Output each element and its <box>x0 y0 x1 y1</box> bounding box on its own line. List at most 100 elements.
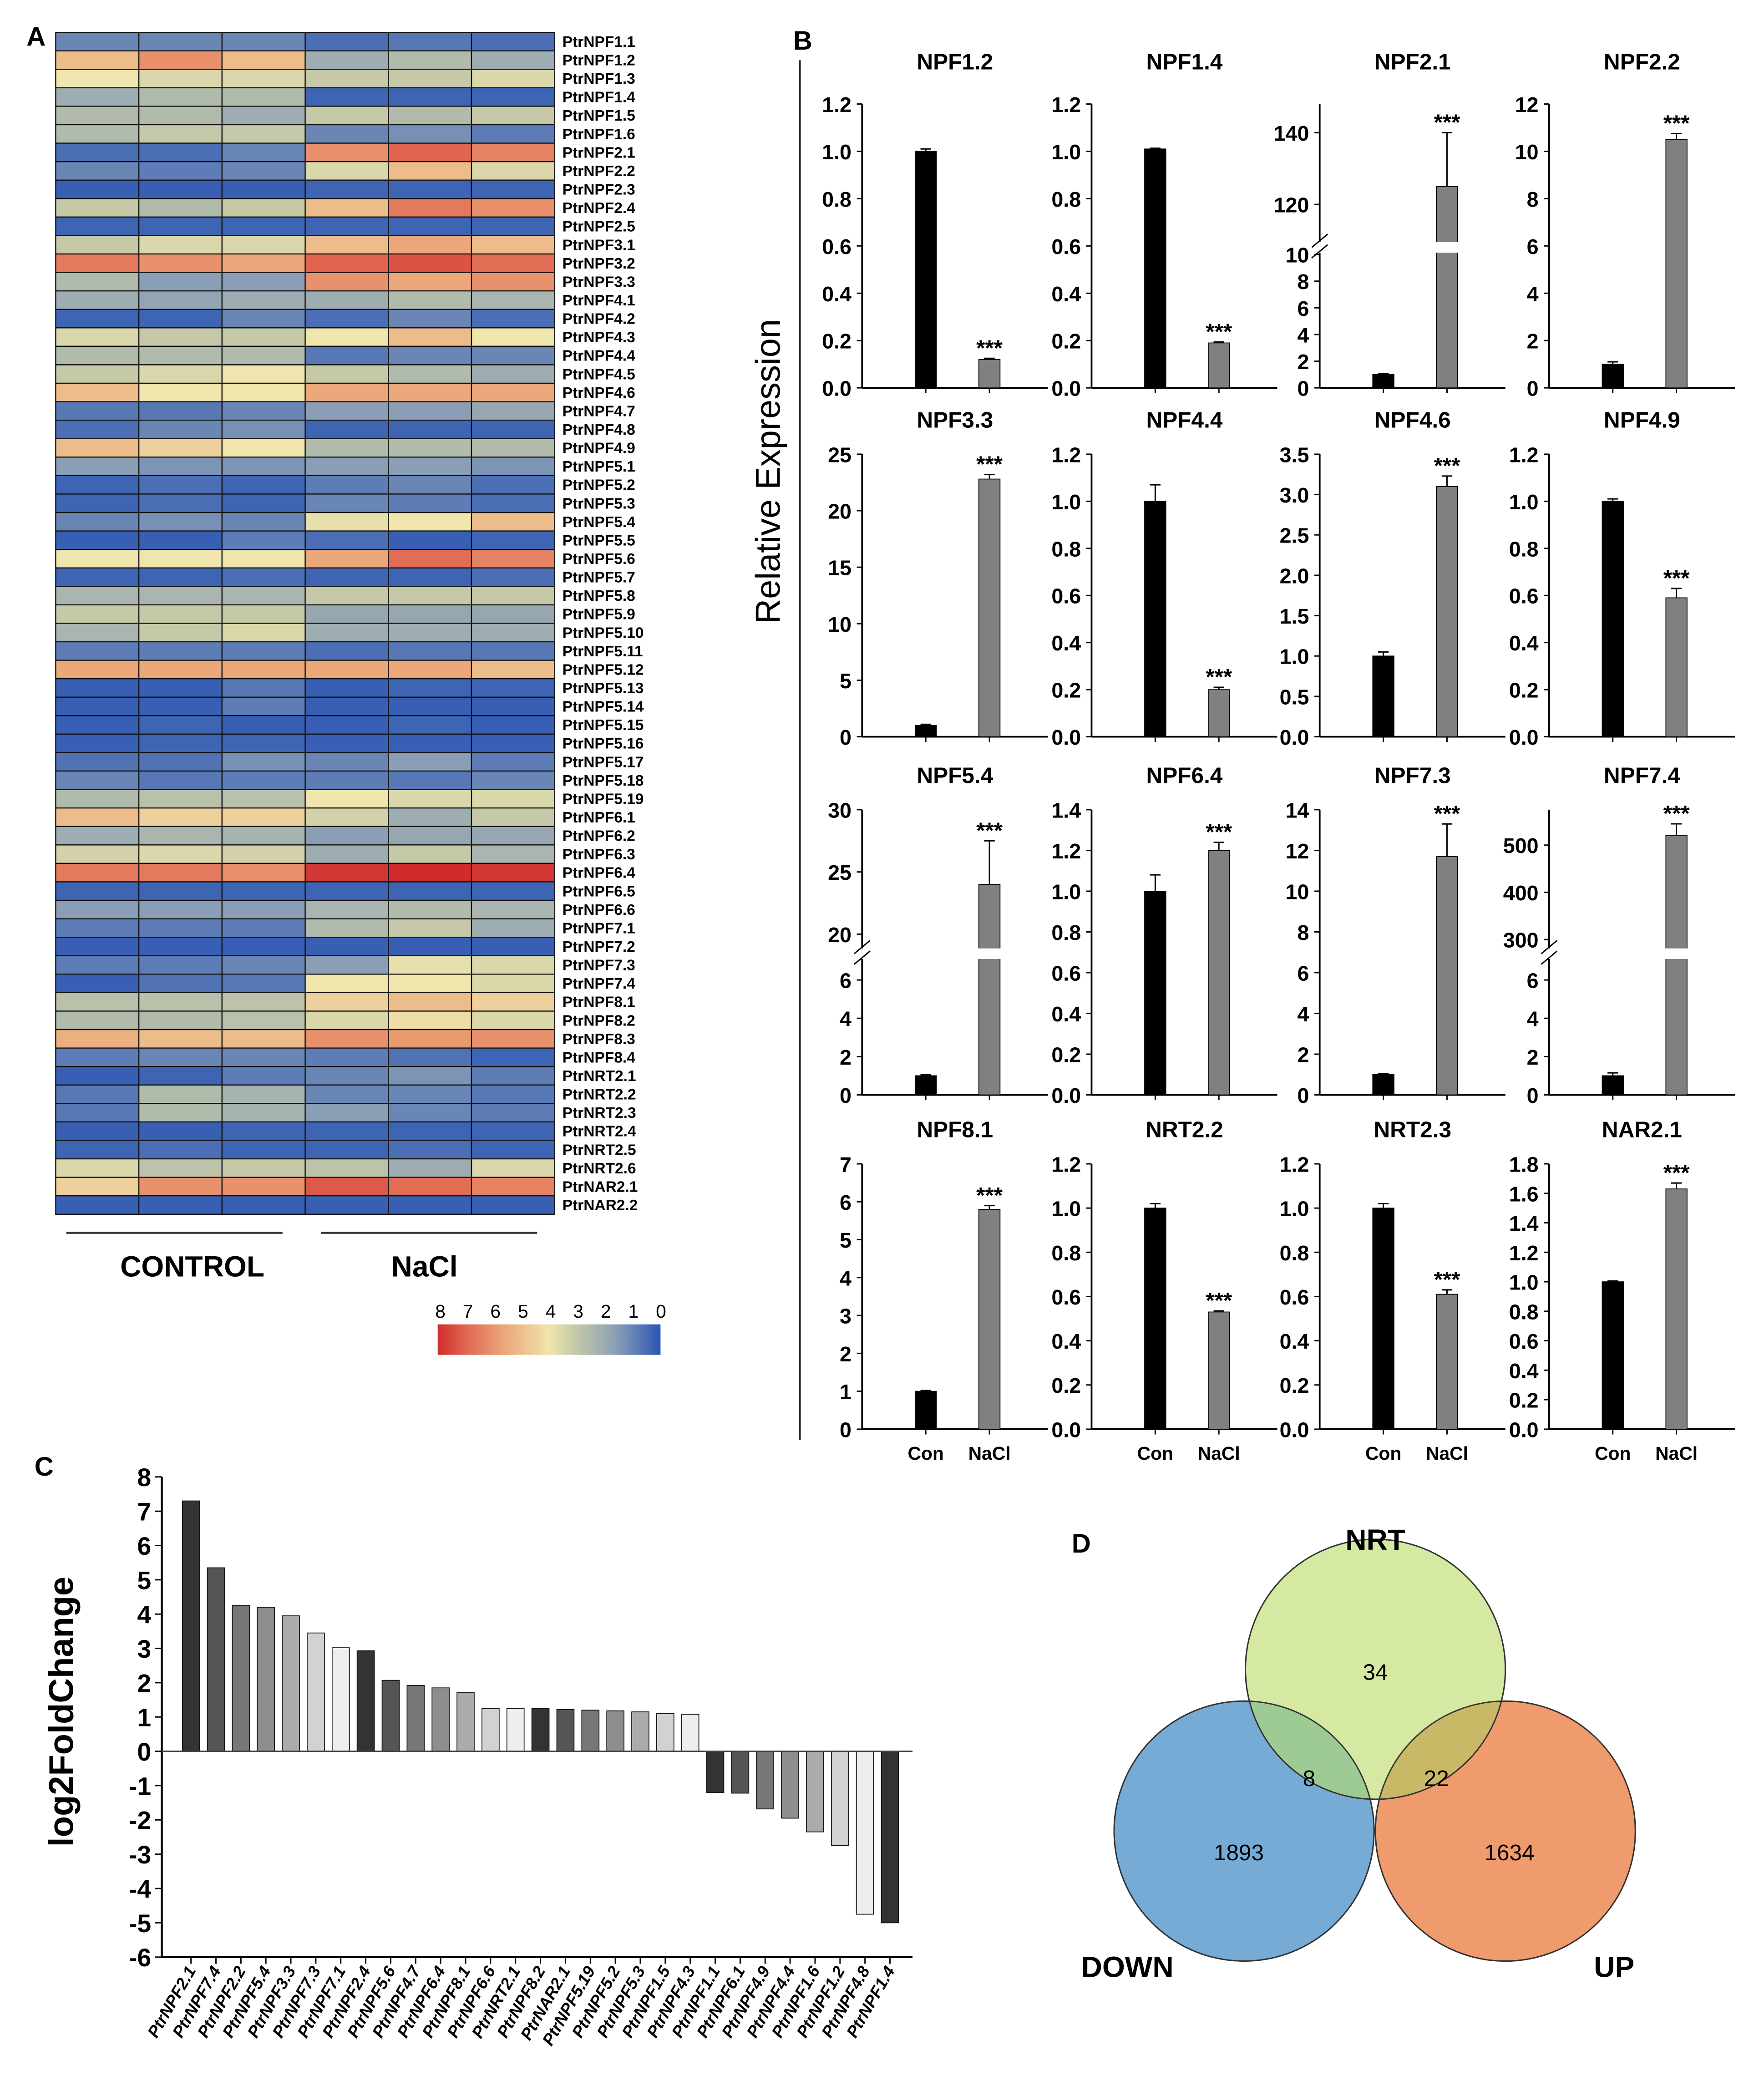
heatmap-cell <box>304 1047 389 1067</box>
y-tick-label: 0.6 <box>1051 1285 1081 1309</box>
heatmap-cell <box>221 401 306 421</box>
heatmap-cell <box>304 512 389 532</box>
subplot-title: NPF2.1 <box>1374 50 1451 75</box>
heatmap-cell <box>221 844 306 864</box>
y-tick-label: 0.6 <box>1051 235 1081 259</box>
heatmap-cell <box>138 235 223 255</box>
heatmap-cell <box>221 881 306 901</box>
bar-nacl <box>1665 597 1688 737</box>
x-tick-label: Con <box>1365 1443 1401 1464</box>
heatmap-cell <box>304 1066 389 1086</box>
heatmap-cell <box>138 438 223 458</box>
heatmap-cells <box>55 31 555 1215</box>
heatmap-cell <box>138 309 223 329</box>
heatmap-cell <box>55 1047 140 1067</box>
significance-mark: *** <box>1206 665 1232 690</box>
heatmap-cell <box>471 807 555 827</box>
heatmap-cell <box>388 604 472 624</box>
heatmap-cell <box>221 493 306 513</box>
axis-break-mark <box>1541 940 1558 954</box>
heatmap-cell <box>138 142 223 162</box>
heatmap-cell <box>55 382 140 402</box>
heatmap-cell <box>304 752 389 772</box>
heatmap-row-label: PtrNPF7.1 <box>563 920 635 937</box>
subplot-npf4-6: NPF4.6 0.0 0.5 1.0 1.5 2.0 2.5 3.0 3.5 *** <box>1280 408 1505 749</box>
heatmap-cell <box>221 1010 306 1030</box>
significance-mark: *** <box>976 818 1003 843</box>
fold-change-bar <box>482 1708 500 1752</box>
heatmap-cell <box>388 253 472 273</box>
heatmap-row-label: PtrNPF1.1 <box>563 34 635 51</box>
heatmap-cell <box>55 1195 140 1215</box>
group-label-nacl: NaCl <box>391 1250 458 1283</box>
color-scale-tick-label: 3 <box>573 1301 583 1322</box>
y-tick-label: 6 <box>1527 235 1539 259</box>
heatmap-cell <box>388 899 472 919</box>
heatmap-cell <box>388 678 472 698</box>
heatmap-cell <box>221 530 306 550</box>
fold-change-bar <box>756 1751 775 1810</box>
y-tick-label: 2 <box>840 1046 852 1069</box>
y-tick-label: 0.0 <box>1509 1418 1539 1441</box>
subplot-npf1-4: NPF1.4 0.0 0.2 0.4 0.6 0.8 1.0 1.2 *** <box>1051 50 1277 401</box>
heatmap-cell <box>221 974 306 994</box>
y-tick-label: 1.2 <box>1509 1241 1539 1265</box>
y-tick-label: 0.4 <box>1509 1359 1539 1383</box>
heatmap-cell <box>138 161 223 181</box>
y-tick-label: 1.4 <box>1051 798 1081 822</box>
heatmap-row-label: PtrNPF5.6 <box>563 551 635 568</box>
y-tick-label: 2 <box>137 1669 151 1697</box>
heatmap-row-label: PtrNPF4.4 <box>563 348 635 365</box>
y-tick-label: 7 <box>137 1498 151 1526</box>
heatmap-cell <box>304 955 389 975</box>
y-tick-label: 4 <box>1527 1007 1539 1031</box>
heatmap-cell <box>388 401 472 421</box>
significance-mark: *** <box>976 335 1003 360</box>
heatmap-cell <box>304 1084 389 1104</box>
heatmap-cell <box>221 253 306 273</box>
y-tick-label: 0.8 <box>1509 537 1539 561</box>
heatmap-row-label: PtrNRT2.3 <box>563 1105 636 1122</box>
heatmap-cell <box>388 345 472 365</box>
heatmap-cell <box>388 235 472 255</box>
fold-change-bar <box>831 1751 849 1846</box>
heatmap-cell <box>138 955 223 975</box>
heatmap-cell <box>55 475 140 495</box>
y-tick-label: -5 <box>129 1909 151 1938</box>
heatmap-cell <box>471 419 555 439</box>
y-tick-label: 20 <box>828 923 852 947</box>
venn-set-label-nrt: NRT <box>1345 1523 1405 1556</box>
y-tick-label: 6 <box>137 1532 151 1560</box>
heatmap-cell <box>471 826 555 846</box>
y-tick-label: 0.8 <box>822 188 852 211</box>
significance-mark: *** <box>1434 1267 1461 1292</box>
heatmap-cell <box>138 604 223 624</box>
y-tick-label: 3 <box>137 1635 151 1663</box>
y-tick-label: 1.0 <box>1280 1197 1309 1221</box>
heatmap-cell <box>304 345 389 365</box>
heatmap-row-label: PtrNPF5.15 <box>563 717 644 734</box>
heatmap-cell <box>388 530 472 550</box>
heatmap-cell <box>304 678 389 698</box>
y-tick-label: 0 <box>1527 377 1539 401</box>
heatmap-cell <box>471 623 555 643</box>
fold-change-bar <box>506 1708 525 1752</box>
axis-break-mark <box>1311 233 1328 248</box>
y-tick-label: 0 <box>840 1418 852 1441</box>
heatmap-cell <box>388 863 472 883</box>
heatmap-cell <box>55 567 140 587</box>
heatmap-cell <box>388 161 472 181</box>
heatmap-cell <box>55 493 140 513</box>
bar-nacl <box>978 359 1001 389</box>
significance-mark: *** <box>976 452 1003 477</box>
heatmap-cell <box>471 50 555 70</box>
heatmap-cell <box>138 1084 223 1104</box>
heatmap-cell <box>138 733 223 753</box>
heatmap-cell <box>138 179 223 199</box>
axis-break-mark <box>853 940 871 954</box>
heatmap-cell <box>304 290 389 310</box>
heatmap-row-label: PtrNPF4.5 <box>563 366 635 383</box>
bar-con <box>914 151 937 389</box>
heatmap-cell <box>221 1084 306 1104</box>
y-tick-label: 0.6 <box>1051 584 1081 608</box>
